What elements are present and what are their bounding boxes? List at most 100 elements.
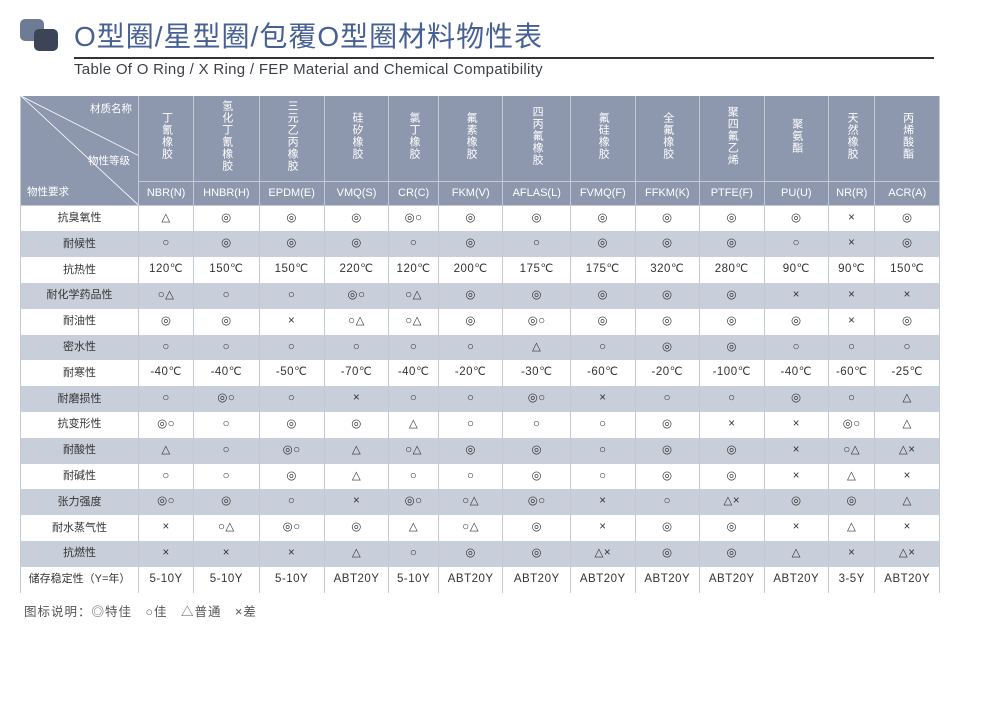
cell: -30℃ bbox=[503, 360, 571, 386]
col-header-cn: 丙烯酸酯 bbox=[875, 96, 940, 181]
row-label: 抗燃性 bbox=[21, 541, 139, 567]
table-row: 抗燃性×××△○◎◎△×◎◎△×△× bbox=[21, 541, 940, 567]
cell: ◎ bbox=[503, 515, 571, 541]
cell: ◎ bbox=[635, 283, 700, 309]
cell: △ bbox=[139, 438, 194, 464]
cell: △ bbox=[139, 205, 194, 231]
cell: ○ bbox=[139, 464, 194, 490]
cell: ○ bbox=[389, 231, 439, 257]
cell: ◎ bbox=[635, 515, 700, 541]
col-header-code: NBR(N) bbox=[139, 181, 194, 205]
cell: ◎ bbox=[635, 541, 700, 567]
cell: 90℃ bbox=[764, 257, 829, 283]
cell: ◎ bbox=[194, 205, 259, 231]
cell: 150℃ bbox=[194, 257, 259, 283]
cell: ◎ bbox=[700, 309, 765, 335]
cell: ◎ bbox=[829, 489, 875, 515]
cell: ○ bbox=[389, 386, 439, 412]
cell: × bbox=[571, 489, 636, 515]
cell: ◎ bbox=[700, 464, 765, 490]
cell: ◎ bbox=[438, 231, 503, 257]
col-header-code: ACR(A) bbox=[875, 181, 940, 205]
cell: × bbox=[764, 464, 829, 490]
cell: △ bbox=[829, 464, 875, 490]
row-label: 耐水蒸气性 bbox=[21, 515, 139, 541]
cell: ◎ bbox=[438, 283, 503, 309]
cell: ○ bbox=[389, 464, 439, 490]
cell: △ bbox=[764, 541, 829, 567]
cell: ◎ bbox=[259, 412, 324, 438]
cell: ◎ bbox=[700, 438, 765, 464]
cell: ○△ bbox=[438, 515, 503, 541]
cell: ○ bbox=[194, 464, 259, 490]
cell: 200℃ bbox=[438, 257, 503, 283]
cell: × bbox=[764, 515, 829, 541]
cell: ○ bbox=[259, 489, 324, 515]
cell: 175℃ bbox=[503, 257, 571, 283]
cell: △ bbox=[324, 541, 389, 567]
col-header-code: PTFE(F) bbox=[700, 181, 765, 205]
cell: ◎ bbox=[700, 283, 765, 309]
cell: ○ bbox=[571, 438, 636, 464]
logo-icon bbox=[20, 19, 62, 51]
cell: ◎ bbox=[700, 541, 765, 567]
cell: △ bbox=[324, 464, 389, 490]
cell: 120℃ bbox=[389, 257, 439, 283]
cell: △ bbox=[324, 438, 389, 464]
cell: ABT20Y bbox=[700, 567, 765, 593]
cell: △ bbox=[389, 515, 439, 541]
cell: ◎ bbox=[139, 309, 194, 335]
cell: ◎○ bbox=[324, 283, 389, 309]
col-header-code: FVMQ(F) bbox=[571, 181, 636, 205]
cell: ◎ bbox=[635, 205, 700, 231]
cell: -60℃ bbox=[829, 360, 875, 386]
cell: -25℃ bbox=[875, 360, 940, 386]
cell: ◎○ bbox=[503, 309, 571, 335]
cell: 150℃ bbox=[259, 257, 324, 283]
diag-header: 材质名称 物性等级 物性要求 bbox=[21, 96, 139, 205]
row-label: 耐化学药品性 bbox=[21, 283, 139, 309]
row-label: 储存稳定性（Y=年） bbox=[21, 567, 139, 593]
cell: ◎ bbox=[635, 464, 700, 490]
cell: ○ bbox=[571, 335, 636, 361]
col-header-code: NR(R) bbox=[829, 181, 875, 205]
cell: ○ bbox=[438, 464, 503, 490]
cell: 320℃ bbox=[635, 257, 700, 283]
cell: ◎○ bbox=[259, 438, 324, 464]
cell: △ bbox=[503, 335, 571, 361]
col-header-cn: 氯丁橡胶 bbox=[389, 96, 439, 181]
cell: × bbox=[875, 464, 940, 490]
row-label: 耐寒性 bbox=[21, 360, 139, 386]
cell: ○△ bbox=[438, 489, 503, 515]
cell: ◎ bbox=[635, 438, 700, 464]
cell: × bbox=[829, 309, 875, 335]
cell: ○ bbox=[829, 335, 875, 361]
cell: △ bbox=[875, 412, 940, 438]
cell: ◎ bbox=[259, 231, 324, 257]
cell: 280℃ bbox=[700, 257, 765, 283]
cell: × bbox=[259, 309, 324, 335]
col-header-code: FKM(V) bbox=[438, 181, 503, 205]
cell: ◎ bbox=[700, 515, 765, 541]
row-label: 耐磨损性 bbox=[21, 386, 139, 412]
cell: × bbox=[324, 386, 389, 412]
col-header-code: PU(U) bbox=[764, 181, 829, 205]
cell: ○ bbox=[194, 438, 259, 464]
row-label: 抗变形性 bbox=[21, 412, 139, 438]
col-header-cn: 四丙氟橡胶 bbox=[503, 96, 571, 181]
col-header-code: FFKM(K) bbox=[635, 181, 700, 205]
cell: × bbox=[700, 412, 765, 438]
cell: 5-10Y bbox=[194, 567, 259, 593]
cell: ◎ bbox=[438, 309, 503, 335]
col-header-cn: 全氟橡胶 bbox=[635, 96, 700, 181]
col-header-cn: 硅矽橡胶 bbox=[324, 96, 389, 181]
cell: △ bbox=[875, 386, 940, 412]
table-row: 耐水蒸气性×○△◎○◎△○△◎×◎◎×△× bbox=[21, 515, 940, 541]
cell: -70℃ bbox=[324, 360, 389, 386]
cell: -40℃ bbox=[194, 360, 259, 386]
col-header-cn: 丁氰橡胶 bbox=[139, 96, 194, 181]
cell: × bbox=[259, 541, 324, 567]
cell: ◎ bbox=[571, 231, 636, 257]
cell: -40℃ bbox=[389, 360, 439, 386]
cell: ABT20Y bbox=[438, 567, 503, 593]
